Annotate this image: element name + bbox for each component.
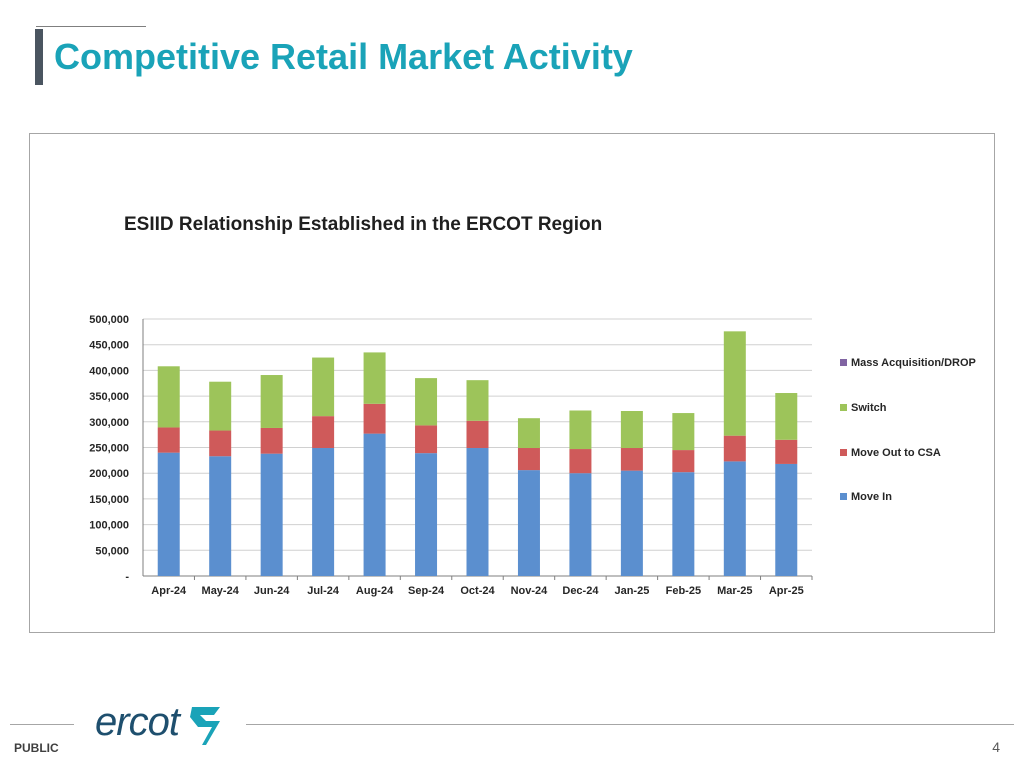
x-tick-label: Sep-24 <box>408 585 445 597</box>
bar-switch <box>466 380 489 421</box>
y-tick-label: 150,000 <box>89 494 129 506</box>
bar-move-in <box>157 452 180 576</box>
legend-label: Move Out to CSA <box>851 447 941 459</box>
bar-move-out-to-csa <box>312 416 335 449</box>
y-tick-label: 100,000 <box>89 520 129 532</box>
legend-label: Switch <box>851 402 887 414</box>
x-tick-label: Mar-25 <box>717 585 752 597</box>
legend-label: Move In <box>851 491 892 503</box>
bar-switch <box>260 375 283 428</box>
x-tick-label: Apr-24 <box>151 585 187 597</box>
x-tick-label: Dec-24 <box>562 585 599 597</box>
x-tick-label: Feb-25 <box>666 585 701 597</box>
y-tick-label: 450,000 <box>89 340 129 352</box>
x-tick-label: May-24 <box>202 585 240 597</box>
y-tick-label: 200,000 <box>89 468 129 480</box>
bar-move-out-to-csa <box>363 403 386 434</box>
bar-move-in <box>775 463 798 576</box>
bar-switch <box>672 413 695 451</box>
footer-rule-left <box>10 724 74 725</box>
bar-move-in <box>672 472 695 576</box>
bar-move-out-to-csa <box>415 425 438 454</box>
title-top-rule <box>36 26 146 27</box>
bar-move-in <box>209 456 232 576</box>
stacked-bar-chart: ESIID Relationship Established in the ER… <box>89 214 976 597</box>
x-tick-label: Oct-24 <box>460 585 495 597</box>
legend-swatch <box>840 493 847 500</box>
bar-move-out-to-csa <box>260 427 283 454</box>
page-number: 4 <box>992 739 1000 755</box>
y-tick-label: 50,000 <box>95 545 129 557</box>
legend-swatch <box>840 404 847 411</box>
bar-move-out-to-csa <box>723 435 746 462</box>
bar-move-out-to-csa <box>466 420 489 449</box>
legend-swatch <box>840 449 847 456</box>
bar-switch <box>312 357 335 417</box>
bar-move-in <box>517 470 540 576</box>
x-tick-label: Apr-25 <box>769 585 804 597</box>
bar-switch <box>209 381 232 431</box>
bar-move-in <box>312 448 335 576</box>
bar-switch <box>569 410 592 450</box>
y-tick-label: 500,000 <box>89 314 129 326</box>
bar-move-out-to-csa <box>672 450 695 473</box>
bar-switch <box>723 331 746 436</box>
x-tick-label: Nov-24 <box>511 585 549 597</box>
legend-swatch <box>840 359 847 366</box>
bar-move-out-to-csa <box>775 439 798 464</box>
bar-switch <box>775 393 798 440</box>
bar-switch <box>415 378 438 426</box>
x-tick-label: Jul-24 <box>307 585 340 597</box>
x-tick-label: Jan-25 <box>614 585 649 597</box>
bar-move-in <box>723 461 746 576</box>
bar-move-in <box>363 433 386 576</box>
bar-move-out-to-csa <box>209 430 232 457</box>
chart-title: ESIID Relationship Established in the ER… <box>124 214 602 235</box>
bar-move-in <box>260 453 283 576</box>
bar-move-out-to-csa <box>517 448 540 471</box>
bar-move-in <box>415 453 438 576</box>
y-tick-label: 400,000 <box>89 365 129 377</box>
y-tick-label: 300,000 <box>89 417 129 429</box>
bar-move-in <box>466 448 489 576</box>
title-accent-bar <box>35 29 43 85</box>
bar-move-in <box>569 473 592 576</box>
x-tick-label: Jun-24 <box>254 585 290 597</box>
ercot-logo-text: ercot <box>95 700 180 744</box>
slide-title: Competitive Retail Market Activity <box>54 36 633 77</box>
bar-switch <box>157 366 180 428</box>
footer-public-label: PUBLIC <box>14 741 59 755</box>
bar-move-out-to-csa <box>569 449 592 474</box>
bar-move-out-to-csa <box>620 448 643 471</box>
bar-switch <box>620 411 643 449</box>
bar-move-out-to-csa <box>157 427 180 453</box>
y-tick-label: 250,000 <box>89 443 129 455</box>
chart-frame: ESIID Relationship Established in the ER… <box>29 133 995 633</box>
bar-move-in <box>620 470 643 576</box>
ercot-logo-icon <box>190 707 220 745</box>
bar-switch <box>517 418 540 449</box>
bar-switch <box>363 352 386 404</box>
x-tick-label: Aug-24 <box>356 585 394 597</box>
y-tick-label: - <box>125 571 129 583</box>
footer-rule-right <box>246 724 1014 725</box>
legend-label: Mass Acquisition/DROP <box>851 357 976 369</box>
y-tick-label: 350,000 <box>89 391 129 403</box>
